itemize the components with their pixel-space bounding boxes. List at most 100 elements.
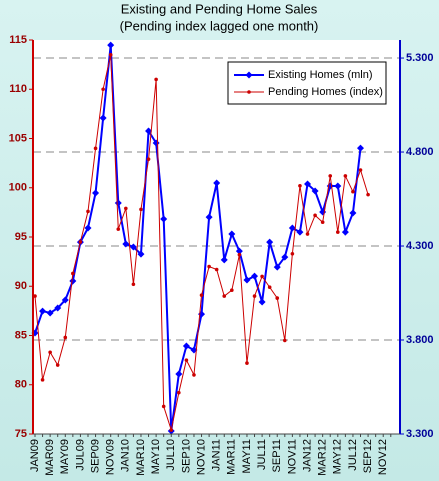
point: [39, 307, 47, 315]
point: [207, 264, 211, 269]
y-tick-label: 105: [9, 132, 27, 144]
point: [101, 87, 105, 92]
point: [357, 144, 365, 152]
point: [320, 220, 325, 225]
point: [290, 251, 295, 256]
point: [266, 238, 274, 246]
y2-tick-label: 3.300: [406, 428, 434, 440]
point: [351, 189, 355, 194]
y2-tick-label: 3.800: [406, 334, 434, 346]
point: [328, 174, 333, 178]
point: [160, 215, 168, 223]
x-tick-label: SEP11: [271, 439, 283, 472]
y-tick-label: 90: [15, 280, 27, 292]
point: [349, 209, 357, 217]
point: [99, 114, 107, 122]
point: [334, 182, 342, 190]
x-tick-label: JUL10: [165, 439, 177, 471]
point: [139, 207, 143, 212]
point: [84, 224, 92, 232]
x-tick-label: SEP09: [89, 439, 101, 473]
point: [267, 285, 272, 290]
point: [131, 282, 136, 287]
point: [237, 252, 242, 257]
x-tick-label: MAR12: [317, 439, 329, 476]
point: [145, 127, 153, 135]
x-tick-label: MAR11: [226, 439, 238, 475]
point: [366, 192, 370, 197]
legend: Existing Homes (mln) Pending Homes (index…: [227, 61, 387, 105]
point: [228, 230, 236, 238]
point: [358, 168, 363, 172]
point: [296, 228, 304, 236]
point: [86, 209, 90, 214]
point: [182, 342, 190, 350]
chart-title: Existing and Pending Home Sales: [121, 1, 318, 16]
point: [92, 189, 100, 197]
point: [192, 373, 196, 377]
x-tick-label: NOV09: [105, 439, 117, 475]
point: [78, 240, 83, 244]
point: [214, 267, 219, 272]
x-tick-label: MAY10: [150, 439, 162, 474]
point: [48, 350, 52, 355]
point: [61, 296, 69, 304]
point: [336, 230, 340, 234]
y-tick-label: 95: [15, 231, 27, 243]
point: [146, 157, 151, 161]
point: [107, 41, 115, 49]
legend-box: [227, 61, 387, 105]
point: [129, 243, 137, 251]
point: [114, 199, 122, 207]
point: [313, 213, 317, 218]
x-tick-label: SEP12: [362, 439, 374, 473]
y-tick-label: 75: [15, 428, 27, 440]
point: [252, 294, 257, 298]
point: [275, 296, 280, 300]
point: [220, 256, 228, 264]
x-tick-label: NOV11: [286, 439, 298, 474]
x-tick-label: JUL12: [347, 439, 359, 471]
point: [184, 358, 189, 362]
x-tick-label: JAN09: [29, 439, 41, 472]
point: [69, 277, 77, 285]
y-tick-label: 100: [9, 182, 27, 194]
x-tick-label: SEP10: [180, 439, 192, 473]
point: [230, 288, 234, 292]
point: [298, 183, 302, 188]
point: [260, 274, 264, 279]
point: [175, 370, 183, 378]
y2-tick-label: 4.800: [406, 146, 434, 158]
plot-area: [33, 40, 400, 434]
point: [222, 294, 227, 298]
x-tick-label: JAN11: [211, 439, 223, 471]
chart-subtitle: (Pending index lagged one month): [120, 18, 319, 33]
point: [169, 428, 174, 432]
x-tick-label: JUL11: [256, 439, 268, 470]
x-tick-label: MAY12: [332, 439, 344, 474]
point: [124, 206, 128, 211]
point: [71, 271, 75, 276]
point: [235, 247, 243, 255]
point: [54, 304, 62, 312]
x-tick-label: MAY11: [241, 439, 253, 473]
point: [281, 253, 289, 261]
point: [341, 228, 349, 236]
point: [108, 52, 113, 57]
point: [258, 298, 266, 306]
point: [40, 378, 45, 382]
point: [199, 293, 204, 297]
y-tick-label: 110: [9, 83, 27, 95]
y2-tick-label: 4.300: [406, 240, 434, 252]
point: [311, 187, 319, 195]
y2-tick-label: 5.300: [406, 52, 434, 64]
point: [343, 174, 348, 178]
point: [93, 146, 98, 151]
point: [63, 335, 68, 340]
axes: 75 80 85 90 95 100 105 110 115 3.300 3.800 4.300 4.8…: [9, 34, 434, 476]
legend-marker: [247, 90, 251, 94]
point: [122, 240, 130, 248]
x-tick-label: JAN10: [120, 439, 132, 472]
point: [161, 404, 166, 409]
